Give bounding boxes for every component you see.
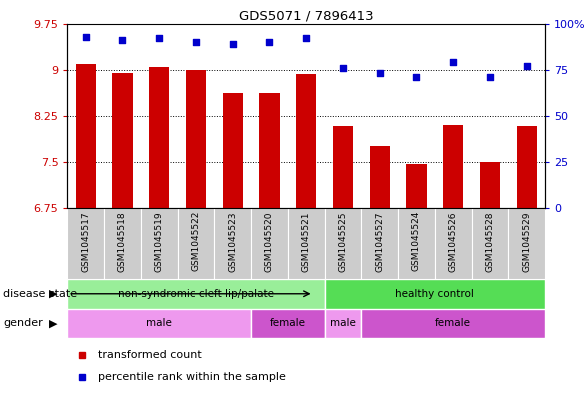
Text: disease state: disease state [3,289,77,299]
Bar [370,146,390,208]
Bar [472,208,508,279]
Text: ▶: ▶ [49,289,57,299]
Point [265,39,274,45]
Bar [104,208,141,279]
Text: ▶: ▶ [49,318,57,328]
Point [302,35,311,42]
Text: GSM1045526: GSM1045526 [449,211,458,272]
Text: female: female [270,318,306,328]
Point [485,74,495,80]
Bar [443,125,464,208]
Bar [296,74,316,208]
Point [228,41,237,47]
Bar [76,64,96,208]
Text: female: female [435,318,471,328]
Bar [67,279,325,309]
Text: male: male [146,318,172,328]
Bar [333,127,353,208]
Text: GSM1045522: GSM1045522 [192,211,200,272]
Point [118,37,127,43]
Text: GSM1045529: GSM1045529 [522,211,531,272]
Text: male: male [330,318,356,328]
Text: healthy control: healthy control [396,289,474,299]
Bar [67,208,104,279]
Point [412,74,421,80]
Bar [325,309,362,338]
Bar [67,309,251,338]
Bar [178,208,214,279]
Text: percentile rank within the sample: percentile rank within the sample [98,372,287,382]
Text: GSM1045521: GSM1045521 [302,211,311,272]
Title: GDS5071 / 7896413: GDS5071 / 7896413 [239,9,373,22]
Point [338,65,347,71]
Bar [251,309,325,338]
Text: GSM1045528: GSM1045528 [485,211,495,272]
Bar [516,127,537,208]
Bar [251,208,288,279]
Bar [288,208,325,279]
Text: GSM1045524: GSM1045524 [412,211,421,272]
Point [448,59,458,66]
Bar [508,208,545,279]
Text: GSM1045518: GSM1045518 [118,211,127,272]
Text: GSM1045523: GSM1045523 [228,211,237,272]
Bar [325,279,545,309]
Text: transformed count: transformed count [98,350,202,360]
Point [191,39,200,45]
Text: GSM1045520: GSM1045520 [265,211,274,272]
Text: non-syndromic cleft lip/palate: non-syndromic cleft lip/palate [118,289,274,299]
Bar [260,93,280,208]
Bar [186,70,206,208]
Text: GSM1045517: GSM1045517 [81,211,90,272]
Bar [362,208,398,279]
Bar [223,93,243,208]
Text: GSM1045525: GSM1045525 [339,211,347,272]
Bar [398,208,435,279]
Text: GSM1045519: GSM1045519 [155,211,163,272]
Bar [214,208,251,279]
Text: GSM1045527: GSM1045527 [375,211,384,272]
Bar [325,208,362,279]
Bar [406,164,427,208]
Point [81,33,90,40]
Text: gender: gender [3,318,43,328]
Point [375,70,384,77]
Bar [435,208,472,279]
Point [155,35,164,42]
Bar [362,309,545,338]
Point [522,63,532,69]
Bar [480,162,500,208]
Bar [149,67,169,208]
Bar [141,208,178,279]
Bar [113,73,132,208]
